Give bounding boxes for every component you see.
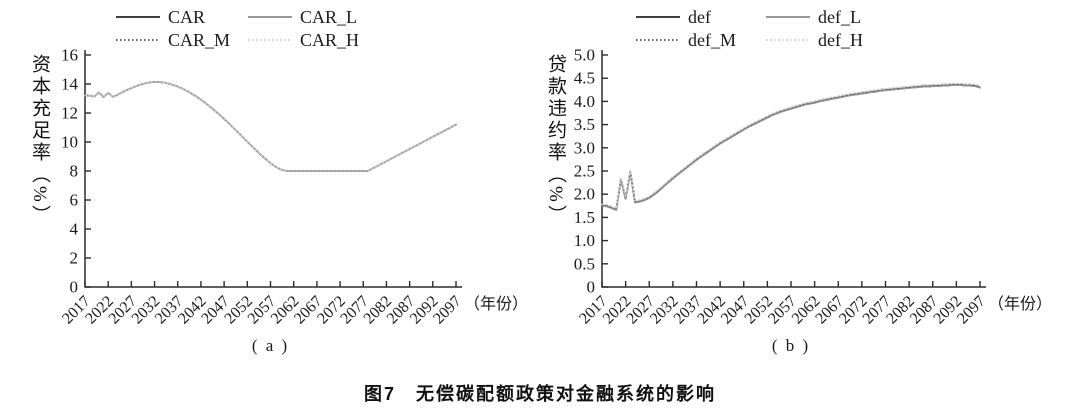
series-line-CAR_H — [84, 81, 457, 172]
y-tick-label: 4 — [70, 220, 79, 239]
x-axis-unit-label: （年份） — [464, 295, 528, 313]
y-axis-label-b: 贷款违约率（%） — [545, 54, 566, 227]
y-tick-label: 3.5 — [574, 115, 595, 134]
y-tick-label: 2 — [70, 249, 79, 268]
legend-label-CAR: CAR — [168, 7, 205, 27]
y-tick-label: 3.0 — [574, 138, 595, 157]
series-line-def_H — [601, 82, 981, 210]
y-tick-label: 0.5 — [574, 254, 595, 273]
panel-label-b: ( b ) — [772, 336, 810, 355]
y-tick-label: 2.5 — [574, 162, 595, 181]
y-tick-label: 0 — [70, 278, 79, 297]
y-tick-label: 14 — [61, 75, 79, 94]
legend-label-def_M: def_M — [688, 30, 736, 50]
y-tick-label: 5.0 — [574, 46, 595, 65]
y-tick-label: 2.0 — [574, 185, 595, 204]
y-tick-label: 1.0 — [574, 231, 595, 250]
series-line-def_L — [601, 84, 981, 211]
y-tick-label: 10 — [61, 133, 78, 152]
legend-label-CAR_L: CAR_L — [300, 7, 357, 27]
x-tick-label: 2097 — [954, 293, 989, 328]
y-tick-label: 16 — [61, 46, 78, 65]
y-tick-label: 8 — [70, 162, 79, 181]
x-axis-unit-label: （年份） — [988, 295, 1052, 313]
series-line-CAR — [84, 80, 457, 172]
chart-svg-b: 00.51.01.52.02.53.03.54.04.55.0201720222… — [574, 7, 1052, 355]
series-line-CAR_L — [84, 80, 457, 172]
legend-label-def_L: def_L — [818, 7, 861, 27]
y-axis-label-a: 资本充足率（%） — [29, 54, 50, 227]
panel-label-a: ( a ) — [252, 336, 289, 355]
y-tick-label: 4.5 — [574, 69, 595, 88]
chart-panel-b: 贷款违约率（%） 0 0.5 1.0 1.5 2.0 2.5 3.0 3.5 4.0 4.5 5.0… — [540, 0, 1080, 362]
chart-panel-a: 资本充足率（%） 0 2 4 6 8 10 12 14 16 2017 2022 2027 2032 20… — [0, 0, 540, 362]
legend-label-CAR_H: CAR_H — [300, 30, 359, 50]
legend-label-CAR_M: CAR_M — [168, 30, 230, 50]
y-tick-label: 1.5 — [574, 208, 595, 227]
y-tick-label: 4.0 — [574, 92, 595, 111]
x-tick-label: 2097 — [430, 293, 465, 328]
series-line-CAR_M — [84, 81, 457, 172]
y-tick-label: 12 — [61, 104, 78, 123]
y-tick-label: 6 — [70, 191, 79, 210]
figure-caption: 图7 无偿碳配额政策对金融系统的影响 — [363, 384, 716, 404]
axis-lines — [84, 50, 462, 288]
legend-label-def_H: def_H — [818, 30, 863, 50]
legend-label-def: def — [688, 7, 711, 27]
y-tick-label: 0 — [587, 278, 596, 297]
chart-svg-a: 0246810121416201720222027203220372042204… — [59, 7, 528, 355]
